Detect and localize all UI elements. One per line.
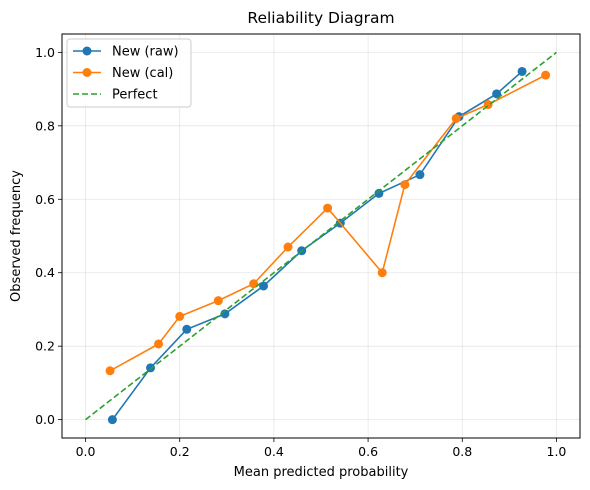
y-tick-label: 0.2 <box>35 339 55 354</box>
x-tick-label: 1.0 <box>547 444 567 459</box>
data-point <box>175 311 185 321</box>
data-point <box>146 363 156 373</box>
data-point <box>107 415 117 425</box>
x-axis-label: Mean predicted probability <box>234 465 409 480</box>
x-tick-label: 0.4 <box>264 444 284 459</box>
data-point <box>220 309 230 319</box>
data-point <box>105 366 115 376</box>
series-line <box>109 74 546 372</box>
y-tick-label: 0.6 <box>35 192 55 207</box>
legend-marker <box>82 46 92 56</box>
data-point <box>182 324 192 334</box>
legend-label: New (raw) <box>112 45 179 60</box>
data-point <box>259 281 269 291</box>
data-point <box>283 242 293 252</box>
series-2 <box>85 51 557 421</box>
data-point <box>377 268 387 278</box>
legend-label: New (cal) <box>112 66 173 81</box>
legend-marker <box>82 68 92 77</box>
ticks: 0.0 0.2 0.4 0.6 0.8 1.0 0.0 0.2 0.4 0.6 0.8 1.0 <box>35 45 566 459</box>
data-point <box>492 89 502 99</box>
grid <box>62 34 580 438</box>
data-point <box>451 113 461 123</box>
y-tick-label: 0.8 <box>35 118 55 133</box>
y-tick-label: 0.0 <box>35 412 55 427</box>
x-tick-label: 0.2 <box>170 444 190 459</box>
data-point <box>400 180 410 190</box>
chart-title: Reliability Diagram <box>247 9 394 27</box>
data-point <box>213 296 223 306</box>
series-line <box>85 51 557 421</box>
data-point <box>517 66 527 76</box>
data-point <box>541 70 551 80</box>
x-tick-label: 0.0 <box>76 444 96 459</box>
data-point <box>374 188 384 198</box>
series-layer <box>85 51 557 425</box>
y-tick-label: 1.0 <box>35 45 55 60</box>
data-point <box>415 170 425 180</box>
y-tick-label: 0.4 <box>35 265 55 280</box>
x-tick-label: 0.8 <box>452 444 472 459</box>
series-1 <box>105 70 551 376</box>
legend-box <box>66 38 192 108</box>
plot-frame <box>61 33 581 439</box>
data-point <box>154 339 164 349</box>
data-point <box>323 203 333 213</box>
x-tick-label: 0.6 <box>358 444 378 459</box>
y-axis-label: Observed frequency <box>9 170 24 302</box>
legend-label: Perfect <box>112 88 158 103</box>
legend: New (raw) New (cal) Perfect <box>66 38 192 108</box>
